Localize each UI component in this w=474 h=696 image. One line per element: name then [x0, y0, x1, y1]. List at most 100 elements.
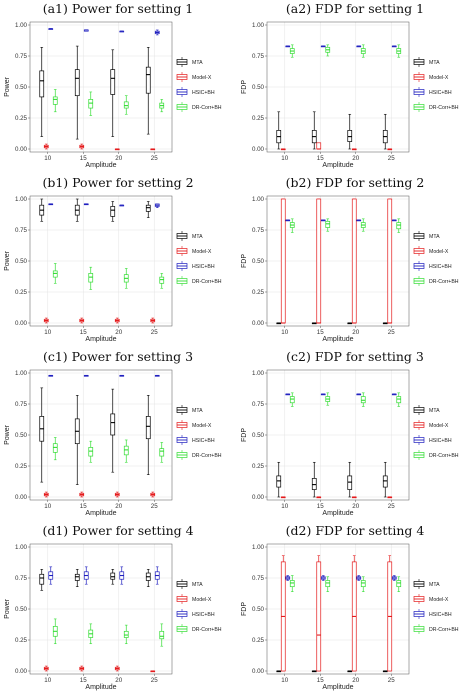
y-axis-label: FDP [241, 80, 248, 94]
y-tick-label: 0.50 [15, 606, 28, 613]
chart-title: (a1) Power for setting 1 [43, 1, 194, 16]
box-hsic-bh-15 [320, 45, 326, 48]
box-mta-25 [145, 395, 151, 475]
box-hsic-bh-20 [119, 566, 125, 585]
x-axis-label: Amplitude [85, 510, 116, 517]
x-axis-label: Amplitude [85, 336, 116, 343]
x-axis-label: Amplitude [322, 684, 353, 691]
panel-b2: (b2) FDP for setting 2 0.00 0.25 0.50 0.75 1.… [237, 174, 474, 348]
box-hsic-bh-25 [154, 203, 160, 208]
box-body [123, 630, 129, 638]
legend-label: MTA [192, 234, 203, 240]
x-tick-label: 25 [388, 677, 395, 684]
chart-title: (c1) Power for setting 3 [43, 349, 193, 364]
box-mta-20 [347, 113, 353, 150]
x-tick-label: 20 [115, 677, 122, 684]
box-hsic-bh-25 [154, 566, 160, 585]
legend-item: HSIC+BH [176, 87, 215, 97]
legend-item: MTA [413, 57, 440, 67]
box-model-x-15 [79, 491, 85, 498]
x-tick-label: 25 [151, 155, 158, 162]
box-hsic-bh-15 [83, 29, 89, 32]
legend-item: DR-Corr+BH [176, 450, 222, 460]
box-dr-corr-bh-10 [289, 392, 295, 407]
legend: MTA Model-X HSIC+BH DR-Corr+BH [413, 579, 459, 634]
chart-title: (a2) FDP for setting 1 [286, 1, 424, 16]
box-body [351, 198, 357, 324]
box-dr-corr-bh-20 [360, 392, 366, 407]
legend-item: DR-Corr+BH [413, 450, 459, 460]
y-tick-label: 0.25 [252, 115, 265, 122]
legend-item: HSIC+BH [176, 435, 215, 445]
box-body [123, 445, 129, 456]
legend-item: MTA [413, 231, 440, 241]
box-mta-10 [39, 387, 45, 483]
box-body [159, 630, 165, 640]
box-dr-corr-bh-15 [88, 91, 94, 116]
legend-item: DR-Corr+BH [176, 102, 222, 112]
box-hsic-bh-10 [48, 374, 54, 377]
x-tick-label: 20 [115, 503, 122, 510]
y-tick-label: 0.75 [252, 401, 265, 408]
y-tick-label: 0.25 [15, 463, 28, 470]
legend-label: Model-X [192, 597, 212, 603]
legend: MTA Model-X HSIC+BH DR-Corr+BH [413, 405, 459, 460]
box-body [276, 475, 282, 488]
legend-label: DR-Corr+BH [192, 453, 222, 459]
box-model-x-10 [280, 148, 286, 151]
box-dr-corr-bh-10 [52, 618, 58, 645]
box-body [347, 475, 353, 490]
panel-d2: (d2) FDP for setting 4 0.00 0.25 0.50 0.75 1.… [237, 522, 474, 696]
box-body [360, 396, 366, 404]
legend-item: Model-X [176, 420, 212, 430]
y-axis-label: Power [4, 424, 11, 445]
box-body [325, 220, 331, 228]
box-hsic-bh-20 [356, 575, 362, 581]
box-hsic-bh-10 [48, 28, 54, 30]
box-dr-corr-bh-15 [88, 623, 94, 645]
box-hsic-bh-10 [285, 45, 291, 48]
x-tick-label: 20 [115, 155, 122, 162]
x-tick-label: 10 [281, 503, 288, 510]
x-tick-label: 15 [317, 503, 324, 510]
box-dr-corr-bh-10 [289, 44, 295, 58]
chart-b1: (b1) Power for setting 2 0.00 0.25 0.50 0.75… [4, 175, 222, 343]
legend-item: MTA [176, 405, 203, 415]
x-tick-label: 10 [281, 155, 288, 162]
box-body [88, 273, 94, 283]
box-model-x-10 [43, 491, 49, 498]
box-body [52, 443, 58, 453]
box-dr-corr-bh-20 [360, 218, 366, 232]
x-tick-label: 25 [388, 155, 395, 162]
legend-item: Model-X [176, 594, 212, 604]
legend-item: Model-X [413, 420, 449, 430]
x-tick-label: 10 [44, 155, 51, 162]
box-body [74, 573, 80, 581]
y-tick-label: 0.50 [252, 258, 265, 265]
box-body [347, 130, 353, 142]
y-tick-label: 0.75 [15, 575, 28, 582]
box-mta-25 [382, 113, 388, 150]
legend-item: MTA [413, 405, 440, 415]
box-hsic-bh-25 [391, 575, 397, 581]
x-tick-label: 25 [151, 677, 158, 684]
box-body [280, 198, 286, 324]
box-dr-corr-bh-20 [123, 95, 129, 115]
legend-label: HSIC+BH [429, 90, 452, 96]
box-body [145, 204, 151, 212]
y-tick-label: 0.50 [252, 84, 265, 91]
box-model-x-20 [351, 555, 357, 672]
x-tick-label: 10 [281, 677, 288, 684]
box-dr-corr-bh-20 [360, 576, 366, 592]
box-dr-corr-bh-10 [289, 575, 295, 592]
box-body [311, 478, 317, 490]
box-hsic-bh-25 [154, 374, 160, 377]
legend-item: HSIC+BH [413, 609, 452, 619]
box-dr-corr-bh-10 [52, 89, 58, 113]
x-tick-label: 20 [352, 677, 359, 684]
y-tick-label: 0.25 [15, 115, 28, 122]
box-body [325, 580, 331, 588]
box-dr-corr-bh-15 [88, 440, 94, 463]
legend-label: MTA [192, 60, 203, 66]
legend-label: MTA [192, 408, 203, 414]
